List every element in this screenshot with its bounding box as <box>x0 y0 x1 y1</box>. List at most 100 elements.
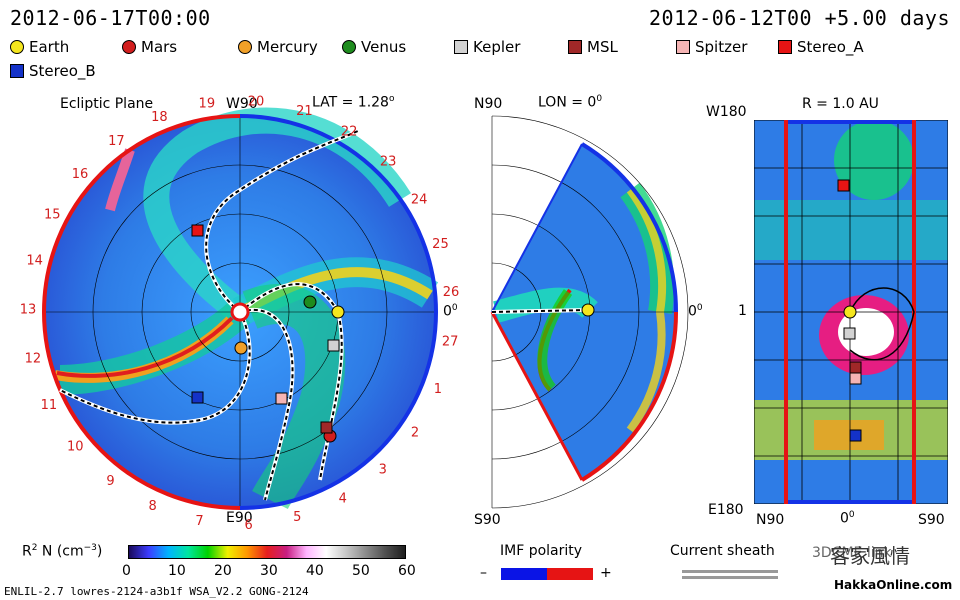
sector-number: 10 <box>67 439 84 454</box>
current-sheath-line <box>682 576 778 579</box>
legend-marker <box>454 40 468 54</box>
sector-number: 12 <box>25 351 42 366</box>
kepler-marker <box>843 327 856 340</box>
spitzer-marker <box>849 372 862 385</box>
radial-y-mid: 1 <box>738 303 747 319</box>
sector-number: 9 <box>106 474 114 489</box>
sector-number: 3 <box>379 463 387 478</box>
legend-item-stereo-b: Stereo_B <box>10 62 96 80</box>
sector-number: 13 <box>20 302 37 317</box>
imf-polarity-label: IMF polarity <box>500 543 583 559</box>
earth-marker <box>331 305 345 319</box>
radial-plot <box>754 120 948 504</box>
legend-marker <box>122 40 136 54</box>
sector-number: 27 <box>442 334 459 349</box>
model-info: ENLIL-2.7 lowres-2124-a3b1f WSA_V2.2 GON… <box>4 585 309 598</box>
stereo-b-marker <box>191 391 204 404</box>
meridional-plot <box>490 115 689 509</box>
stereo-a-marker <box>837 179 850 192</box>
radial-title: R = 1.0 AU <box>802 96 879 112</box>
imf-minus-label: – <box>480 565 487 581</box>
sector-number: 25 <box>432 237 449 252</box>
current-sheath-line <box>682 570 778 573</box>
sector-number: 23 <box>380 154 397 169</box>
ecliptic-top-label: W90 <box>226 96 258 112</box>
legend-label: Earth <box>29 38 70 56</box>
density-band <box>56 316 234 378</box>
meridional-right-label: 00 <box>688 303 703 320</box>
legend-label: MSL <box>587 38 618 56</box>
colorbar-tick: 20 <box>214 563 232 579</box>
sector-number: 11 <box>41 398 58 413</box>
legend-marker <box>778 40 792 54</box>
watermark-site: HakkaOnline.com <box>834 578 953 592</box>
legend-label: Mercury <box>257 38 318 56</box>
sector-number: 24 <box>411 193 428 208</box>
colorbar-tick: 60 <box>398 563 416 579</box>
legend-label: Spitzer <box>695 38 748 56</box>
sector-numbers: 19 20212223242526271234567891011121314151… <box>20 95 459 533</box>
colorbar-label: R2 N (cm−3) <box>22 543 103 560</box>
mercury-marker <box>234 341 248 355</box>
sector-number: 15 <box>44 208 61 223</box>
ecliptic-right-label: 00 <box>443 303 458 320</box>
legend-item-mercury: Mercury <box>238 38 318 56</box>
imf-negative-bar <box>501 568 547 580</box>
legend-marker <box>10 40 24 54</box>
msl-marker <box>320 421 333 434</box>
legend-item-venus: Venus <box>342 38 406 56</box>
legend-marker <box>10 64 24 78</box>
right-timestamp: 2012-06-12T00 +5.00 days <box>649 6 950 30</box>
legend-marker <box>568 40 582 54</box>
sector-number: 2 <box>411 426 419 441</box>
sector-number: 18 <box>151 110 168 125</box>
colorbar-tick: 50 <box>352 563 370 579</box>
legend-marker <box>676 40 690 54</box>
sector-number: 5 <box>293 510 301 525</box>
colorbar-ticks: 0 10 20 30 40 50 60 <box>122 563 416 581</box>
ecliptic-bottom-label: E90 <box>226 510 253 526</box>
legend-label: Stereo_B <box>29 62 96 80</box>
ecliptic-title: Ecliptic Plane <box>60 96 154 112</box>
radial-top-left: W180 <box>706 104 747 120</box>
earth-marker <box>581 303 595 317</box>
sector-number: 8 <box>149 499 157 514</box>
msl-marker <box>849 361 862 374</box>
legend-item-stereo-a: Stereo_A <box>778 38 864 56</box>
watermark-chinese: 客家風情 <box>830 544 910 568</box>
sector-number: 14 <box>26 254 43 269</box>
legend-item-earth: Earth <box>10 38 69 56</box>
radial-x-mid: 00 <box>840 510 855 527</box>
sector-number: 19 <box>199 97 216 112</box>
legend-marker <box>342 40 356 54</box>
density-band <box>105 148 135 212</box>
cme-link-label: 3DCME link <box>812 545 892 561</box>
left-timestamp: 2012-06-17T00:00 <box>10 6 211 30</box>
sector-number: 17 <box>108 134 125 149</box>
colorbar <box>128 545 406 559</box>
legend-item-msl: MSL <box>568 38 618 56</box>
spitzer-marker <box>275 392 288 405</box>
sector-number: 4 <box>339 491 347 506</box>
colorbar-tick: 40 <box>306 563 324 579</box>
radial-bottom-left: E180 <box>708 502 744 518</box>
legend-item-spitzer: Spitzer <box>676 38 747 56</box>
sector-number: 16 <box>72 167 89 182</box>
colorbar-tick: 30 <box>260 563 278 579</box>
density-band <box>242 284 346 510</box>
current-sheath-label: Current sheath <box>670 543 775 559</box>
sector-number: 1 <box>434 382 442 397</box>
legend-label: Stereo_A <box>797 38 864 56</box>
meridional-bottom-label: S90 <box>474 512 501 528</box>
imf-positive-bar <box>547 568 593 580</box>
sector-number: 6 <box>244 518 252 533</box>
sector-number: 22 <box>341 124 358 139</box>
sector-number: 26 <box>443 285 460 300</box>
sector-number: 21 <box>296 104 313 119</box>
earth-marker <box>843 305 857 319</box>
legend-marker <box>238 40 252 54</box>
ecliptic-lat-label: LAT = 1.28o <box>312 94 395 111</box>
legend-item-mars: Mars <box>122 38 177 56</box>
density-band <box>143 107 412 323</box>
sector-number: 7 <box>195 514 203 529</box>
